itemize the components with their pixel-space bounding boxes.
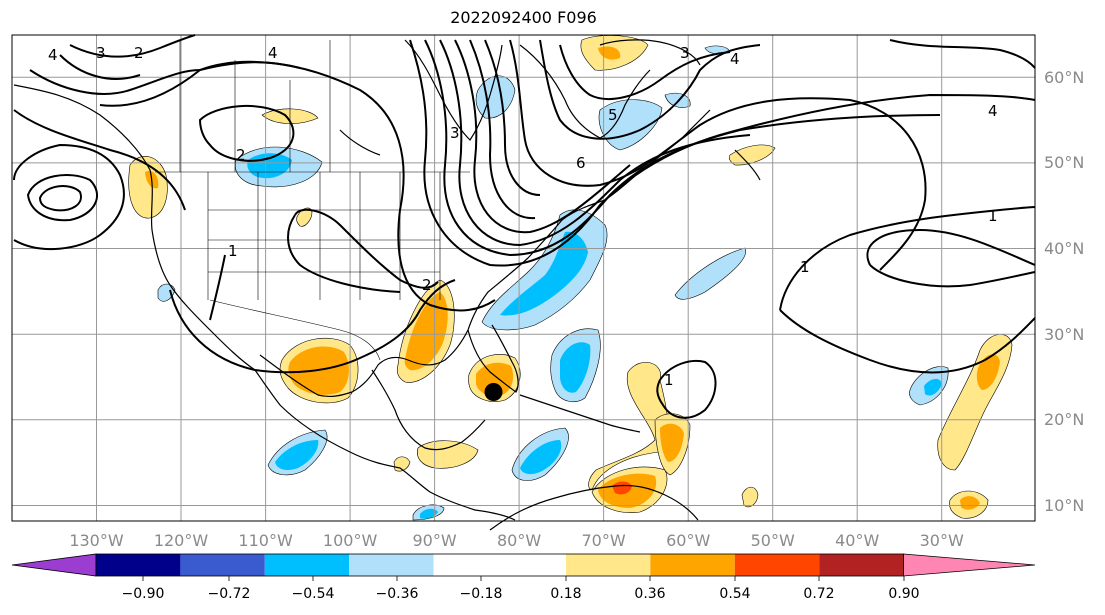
lon-tick-50w: 50°W	[751, 531, 795, 550]
anomaly-lightblue-hudson	[475, 75, 516, 119]
contour-label: 6	[576, 154, 586, 172]
anomaly-blue-southwest	[420, 508, 438, 519]
map-frame	[11, 34, 1036, 522]
anomaly-orange-capeverde	[960, 496, 980, 510]
contour-lines	[13, 34, 1036, 419]
colorbar-bin-8	[734, 554, 820, 576]
anomaly-yellow-eastatlantic	[937, 334, 1013, 471]
contour-label: 1	[664, 371, 674, 389]
lon-tick-70w: 70°W	[582, 531, 626, 550]
contour-label: 4	[48, 46, 58, 64]
anomaly-orange-florida	[476, 362, 514, 397]
colorbar-bin-3	[264, 554, 350, 576]
colorbar-tick-label: −0.36	[376, 586, 419, 602]
colorbar-extend-low	[11, 553, 97, 577]
latitude-ticks: 10°N 20°N 30°N 40°N 50°N 60°N	[1044, 68, 1084, 515]
lon-tick-100w: 100°W	[323, 531, 378, 550]
contour-label: 2	[134, 44, 144, 62]
colorbar-tick-label: −0.72	[208, 586, 251, 602]
lon-tick-120w: 120°W	[154, 531, 209, 550]
colorbar-bin-2	[180, 554, 265, 576]
anomaly-blue-eastcoast	[500, 231, 588, 316]
anomaly-orange-leeward	[660, 423, 684, 462]
colorbar-bin-6	[566, 554, 651, 576]
anomaly-yellow-newfoundland	[728, 144, 776, 166]
lat-tick-30n: 30°N	[1044, 325, 1084, 344]
colorbar-tick-label: −0.54	[292, 586, 335, 602]
colorbar-tick-label: 0.72	[803, 586, 834, 602]
storm-center-marker	[484, 383, 503, 401]
map-title: 2022092400 F096	[450, 8, 597, 27]
contour-label: 1	[988, 207, 998, 225]
shaded-anomaly-fields	[128, 35, 1013, 521]
anomaly-orange-eastatlantic	[976, 354, 1000, 390]
colorbar-bin-5	[433, 554, 566, 576]
colorbar-tick-label: 0.18	[550, 586, 581, 602]
anomaly-blue-eastatlantic	[924, 378, 942, 396]
anomaly-yellow-southatlantic	[741, 486, 759, 508]
anomaly-blue-caribbean	[520, 440, 562, 475]
longitude-ticks: 130°W 120°W 110°W 100°W 90°W 80°W 70°W 6…	[69, 531, 964, 550]
lon-tick-60w: 60°W	[666, 531, 710, 550]
colorbar-bin-4	[349, 554, 434, 576]
colorbar-bin-9	[819, 554, 904, 576]
lat-tick-60n: 60°N	[1044, 68, 1084, 87]
colorbar-frame	[95, 553, 904, 577]
contour-label: 5	[608, 106, 618, 124]
lon-tick-110w: 110°W	[238, 531, 293, 550]
lat-tick-20n: 20°N	[1044, 410, 1084, 429]
colorbar: −0.90 −0.72 −0.54 −0.36 −0.18 0.18 0.36 …	[11, 553, 1036, 602]
colorbar-tick-label: −0.18	[460, 586, 503, 602]
contour-label: 3	[450, 124, 460, 142]
colorbar-tick-label: −0.90	[122, 586, 165, 602]
colorbar-tick-label: 0.36	[634, 586, 665, 602]
contour-labels: 4 3 2 2 1 3 4 6 5 3 4 4 1 1 1 2	[48, 44, 998, 389]
contour-label: 2	[422, 276, 432, 294]
anomaly-red-antilles	[612, 481, 632, 495]
colorbar-bin-7	[650, 554, 735, 576]
political-borders	[155, 40, 470, 361]
lat-tick-40n: 40°N	[1044, 239, 1084, 258]
contour-label: 2	[236, 146, 246, 164]
anomaly-blue-mexico-south	[275, 440, 319, 470]
lon-tick-90w: 90°W	[413, 531, 457, 550]
anomaly-orange-gulf	[404, 292, 448, 371]
contour-label: 4	[730, 50, 740, 68]
anomaly-lightblue-pacific	[157, 283, 176, 302]
graticule	[12, 35, 1035, 521]
contour-label: 3	[680, 44, 690, 62]
contour-label: 1	[800, 258, 810, 276]
anomaly-lightblue-atlantic	[674, 247, 747, 300]
contour-label: 4	[988, 102, 998, 120]
colorbar-tick-label: 0.54	[719, 586, 750, 602]
anomaly-blue-bahamas	[560, 342, 591, 393]
lat-tick-10n: 10°N	[1044, 496, 1084, 515]
colorbar-tick-label: 0.90	[888, 586, 919, 602]
colorbar-bin-1	[96, 554, 181, 576]
contour-label: 4	[268, 44, 278, 62]
colorbar-extend-high	[903, 553, 1036, 577]
anomaly-yellow-centralam	[417, 440, 479, 469]
anomaly-yellow-plains	[296, 207, 313, 227]
contour-label: 1	[228, 242, 238, 260]
lon-tick-80w: 80°W	[497, 531, 541, 550]
lon-tick-40w: 40°W	[835, 531, 879, 550]
lat-tick-50n: 50°N	[1044, 153, 1084, 172]
lon-tick-30w: 30°W	[920, 531, 964, 550]
contour-label: 3	[96, 44, 106, 62]
lon-tick-130w: 130°W	[69, 531, 124, 550]
